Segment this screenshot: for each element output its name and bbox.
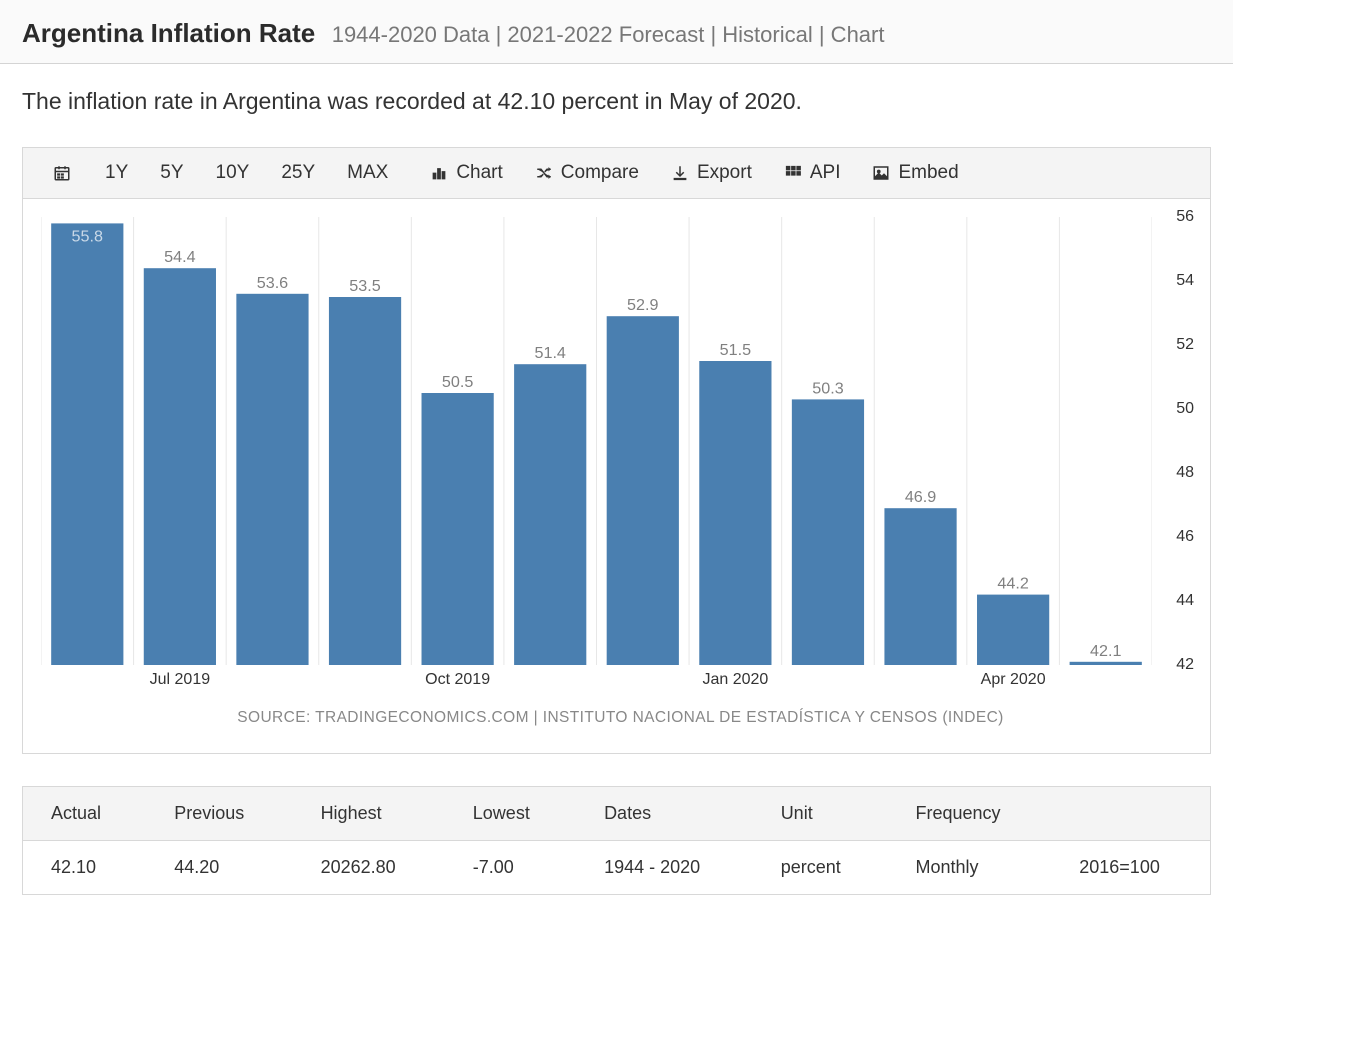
- y-axis: 4244464850525456: [1152, 217, 1200, 665]
- table-column-header: Dates: [576, 787, 753, 841]
- range-1y[interactable]: 1Y: [89, 158, 144, 188]
- grid-icon: [784, 164, 802, 182]
- svg-text:55.8: 55.8: [72, 227, 104, 245]
- bar-chart-icon: [430, 164, 448, 182]
- intro-text: The inflation rate in Argentina was reco…: [0, 64, 1233, 139]
- range-25y[interactable]: 25Y: [265, 158, 331, 188]
- table-cell: 1944 - 2020: [576, 841, 753, 895]
- svg-text:53.6: 53.6: [257, 274, 289, 292]
- range-max[interactable]: MAX: [331, 158, 404, 188]
- y-tick-label: 56: [1176, 208, 1194, 226]
- svg-text:51.5: 51.5: [720, 341, 752, 359]
- chart-plot: 55.8 54.4 53.6 53.5 50.5 51.4 52.9 51.5 50.3 46.9…: [41, 217, 1152, 665]
- embed-button[interactable]: Embed: [856, 158, 974, 188]
- svg-text:50.3: 50.3: [812, 379, 844, 397]
- table-cell: Monthly: [887, 841, 1051, 895]
- y-tick-label: 42: [1176, 656, 1194, 674]
- summary-table: ActualPreviousHighestLowestDatesUnitFreq…: [22, 786, 1211, 895]
- embed-button-label: Embed: [898, 162, 958, 184]
- svg-text:53.5: 53.5: [349, 277, 381, 295]
- table-column-header: Unit: [753, 787, 888, 841]
- svg-text:50.5: 50.5: [442, 373, 474, 391]
- range-group: 1Y 5Y 10Y 25Y MAX: [89, 158, 404, 188]
- compare-button[interactable]: Compare: [519, 158, 655, 188]
- x-axis: Jul 2019 Oct 2019 Jan 2020 Apr 2020: [41, 665, 1152, 693]
- chart-source: SOURCE: TRADINGECONOMICS.COM | INSTITUTO…: [41, 693, 1200, 745]
- table-column-header: Actual: [23, 787, 147, 841]
- export-button[interactable]: Export: [655, 158, 768, 188]
- range-10y[interactable]: 10Y: [200, 158, 266, 188]
- y-tick-label: 48: [1176, 464, 1194, 482]
- table-cell: 20262.80: [293, 841, 445, 895]
- svg-text:44.2: 44.2: [997, 575, 1029, 593]
- page-header: Argentina Inflation Rate 1944-2020 Data …: [0, 0, 1233, 64]
- page-subtitle: 1944-2020 Data | 2021-2022 Forecast | Hi…: [332, 22, 885, 47]
- export-button-label: Export: [697, 162, 752, 184]
- api-button[interactable]: API: [768, 158, 857, 188]
- y-tick-label: 46: [1176, 528, 1194, 546]
- table-cell: -7.00: [445, 841, 576, 895]
- download-icon: [671, 164, 689, 182]
- chart-toolbar: 1Y 5Y 10Y 25Y MAX Chart Compare Export A…: [23, 148, 1210, 199]
- chart-button-label: Chart: [456, 162, 502, 184]
- x-tick-label: Jul 2019: [150, 671, 211, 689]
- y-tick-label: 50: [1176, 400, 1194, 418]
- table-column-header: Lowest: [445, 787, 576, 841]
- chart-button[interactable]: Chart: [414, 158, 518, 188]
- svg-text:42.1: 42.1: [1090, 642, 1122, 660]
- table-column-header: Highest: [293, 787, 445, 841]
- table-cell: 44.20: [146, 841, 292, 895]
- svg-text:46.9: 46.9: [905, 488, 937, 506]
- table-cell: percent: [753, 841, 888, 895]
- chart-body: 55.8 54.4 53.6 53.5 50.5 51.4 52.9 51.5 50.3 46.9…: [23, 199, 1210, 753]
- x-tick-label: Apr 2020: [981, 671, 1046, 689]
- table-column-header: Frequency: [887, 787, 1051, 841]
- chart-card: 1Y 5Y 10Y 25Y MAX Chart Compare Export A…: [22, 147, 1211, 754]
- y-tick-label: 54: [1176, 272, 1194, 290]
- table-header-row: ActualPreviousHighestLowestDatesUnitFreq…: [23, 787, 1211, 841]
- table-column-header: Previous: [146, 787, 292, 841]
- calendar-icon[interactable]: [37, 160, 87, 186]
- compare-button-label: Compare: [561, 162, 639, 184]
- image-icon: [872, 164, 890, 182]
- shuffle-icon: [535, 164, 553, 182]
- svg-text:51.4: 51.4: [534, 344, 566, 362]
- y-tick-label: 44: [1176, 592, 1194, 610]
- x-tick-label: Oct 2019: [425, 671, 490, 689]
- api-button-label: API: [810, 162, 841, 184]
- table-cell: 2016=100: [1051, 841, 1210, 895]
- range-5y[interactable]: 5Y: [144, 158, 199, 188]
- y-tick-label: 52: [1176, 336, 1194, 354]
- table-row: 42.1044.2020262.80-7.001944 - 2020percen…: [23, 841, 1211, 895]
- x-tick-label: Jan 2020: [702, 671, 768, 689]
- page-title: Argentina Inflation Rate: [22, 18, 315, 48]
- chart-area: 55.8 54.4 53.6 53.5 50.5 51.4 52.9 51.5 50.3 46.9…: [41, 217, 1200, 665]
- svg-text:52.9: 52.9: [627, 296, 659, 314]
- table-cell: 42.10: [23, 841, 147, 895]
- svg-text:54.4: 54.4: [164, 248, 196, 266]
- table-column-header: [1051, 787, 1210, 841]
